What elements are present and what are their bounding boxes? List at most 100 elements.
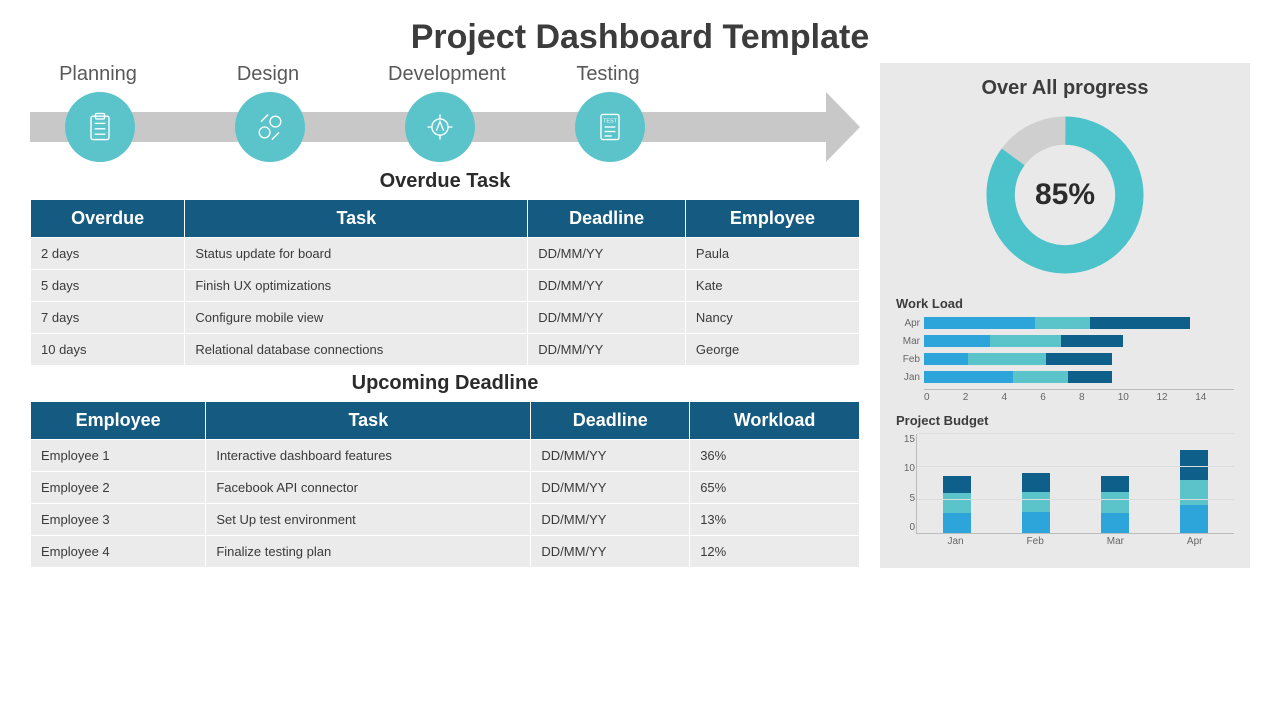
budget-segment: [1022, 512, 1050, 533]
table-cell: 12%: [690, 536, 860, 568]
table-cell: DD/MM/YY: [528, 238, 686, 270]
budget-chart: 151050: [916, 434, 1234, 534]
upcoming-title: Upcoming Deadline: [30, 372, 860, 395]
table-cell: DD/MM/YY: [528, 334, 686, 366]
axis-tick: 10: [1118, 392, 1157, 403]
table-cell: Relational database connections: [185, 334, 528, 366]
axis-tick: Feb: [1027, 536, 1044, 547]
budget-segment: [943, 513, 971, 533]
axis-tick: 0: [897, 522, 915, 533]
budget-segment: [1101, 492, 1129, 513]
axis-tick: 14: [1195, 392, 1234, 403]
axis-tick: 15: [897, 434, 915, 445]
table-cell: George: [685, 334, 859, 366]
axis-tick: Jan: [947, 536, 963, 547]
workload-row: Feb: [896, 353, 1234, 365]
table-cell: DD/MM/YY: [528, 270, 686, 302]
workload-segment: [968, 353, 1046, 365]
table-cell: Configure mobile view: [185, 302, 528, 334]
progress-donut: 85%: [896, 110, 1234, 280]
axis-tick: 8: [1079, 392, 1118, 403]
table-cell: Paula: [685, 238, 859, 270]
table-cell: DD/MM/YY: [531, 504, 690, 536]
workload-segment: [1035, 317, 1090, 329]
table-row: Employee 3Set Up test environmentDD/MM/Y…: [31, 504, 860, 536]
workload-segment: [1046, 353, 1112, 365]
workload-segment: [924, 353, 968, 365]
table-header: Workload: [690, 402, 860, 440]
table-cell: DD/MM/YY: [531, 440, 690, 472]
table-cell: Set Up test environment: [206, 504, 531, 536]
table-cell: DD/MM/YY: [531, 472, 690, 504]
budget-chart-section: Project Budget 151050 JanFebMarApr: [896, 413, 1234, 547]
table-cell: Finish UX optimizations: [185, 270, 528, 302]
phase-label: Development: [388, 63, 488, 86]
left-column: Planning Design Development Testing TEST…: [30, 63, 860, 568]
workload-category-label: Mar: [896, 336, 920, 347]
table-cell: Status update for board: [185, 238, 528, 270]
overdue-title: Overdue Task: [30, 170, 860, 193]
phase-labels: Planning Design Development Testing: [30, 63, 860, 92]
workload-row: Mar: [896, 335, 1234, 347]
phase-label: Planning: [48, 63, 148, 86]
phase-circle-planning: [65, 92, 135, 162]
table-cell: 13%: [690, 504, 860, 536]
budget-segment: [1180, 480, 1208, 505]
budget-bar: [943, 476, 971, 533]
table-header: Employee: [685, 200, 859, 238]
workload-category-label: Jan: [896, 372, 920, 383]
table-cell: DD/MM/YY: [531, 536, 690, 568]
axis-tick: 4: [1002, 392, 1041, 403]
table-row: 5 daysFinish UX optimizationsDD/MM/YYKat…: [31, 270, 860, 302]
design-icon: [252, 109, 288, 145]
phase-label: Design: [218, 63, 318, 86]
budget-bar: [1101, 476, 1129, 533]
testing-icon: TEST: [592, 109, 628, 145]
budget-segment: [1101, 476, 1129, 491]
gridline: [917, 433, 1234, 434]
table-cell: 36%: [690, 440, 860, 472]
budget-bar: [1022, 473, 1050, 533]
table-cell: 7 days: [31, 302, 185, 334]
budget-segment: [1180, 505, 1208, 533]
table-row: 2 daysStatus update for boardDD/MM/YYPau…: [31, 238, 860, 270]
axis-tick: Mar: [1107, 536, 1124, 547]
budget-bar: [1180, 450, 1208, 533]
budget-segment: [943, 476, 971, 493]
workload-segment: [1090, 317, 1190, 329]
arrow-head-icon: [826, 92, 860, 162]
gridline: [917, 466, 1234, 467]
table-row: Employee 4Finalize testing planDD/MM/YY1…: [31, 536, 860, 568]
table-header: Task: [206, 402, 531, 440]
table-header: Task: [185, 200, 528, 238]
workload-bar: [924, 317, 1234, 329]
table-header: Employee: [31, 402, 206, 440]
workload-segment: [990, 335, 1061, 347]
workload-category-label: Feb: [896, 354, 920, 365]
budget-segment: [1022, 492, 1050, 512]
axis-tick: 5: [897, 493, 915, 504]
workload-title: Work Load: [896, 296, 1234, 311]
axis-tick: Apr: [1187, 536, 1203, 547]
progress-percent-label: 85%: [1035, 178, 1095, 212]
table-cell: Finalize testing plan: [206, 536, 531, 568]
gridline: [917, 499, 1234, 500]
workload-segment: [924, 317, 1035, 329]
table-cell: Kate: [685, 270, 859, 302]
workload-row: Apr: [896, 317, 1234, 329]
table-cell: Facebook API connector: [206, 472, 531, 504]
workload-bar: [924, 353, 1234, 365]
axis-tick: 0: [924, 392, 963, 403]
budget-segment: [943, 493, 971, 513]
phase-label: Testing: [558, 63, 658, 86]
table-header: Deadline: [528, 200, 686, 238]
workload-segment: [924, 335, 990, 347]
table-header: Overdue: [31, 200, 185, 238]
table-cell: Nancy: [685, 302, 859, 334]
workload-bar: [924, 371, 1234, 383]
table-row: 10 daysRelational database connectionsDD…: [31, 334, 860, 366]
progress-title: Over All progress: [896, 77, 1234, 100]
page-title: Project Dashboard Template: [0, 0, 1280, 63]
table-cell: Employee 1: [31, 440, 206, 472]
axis-tick: 12: [1157, 392, 1196, 403]
